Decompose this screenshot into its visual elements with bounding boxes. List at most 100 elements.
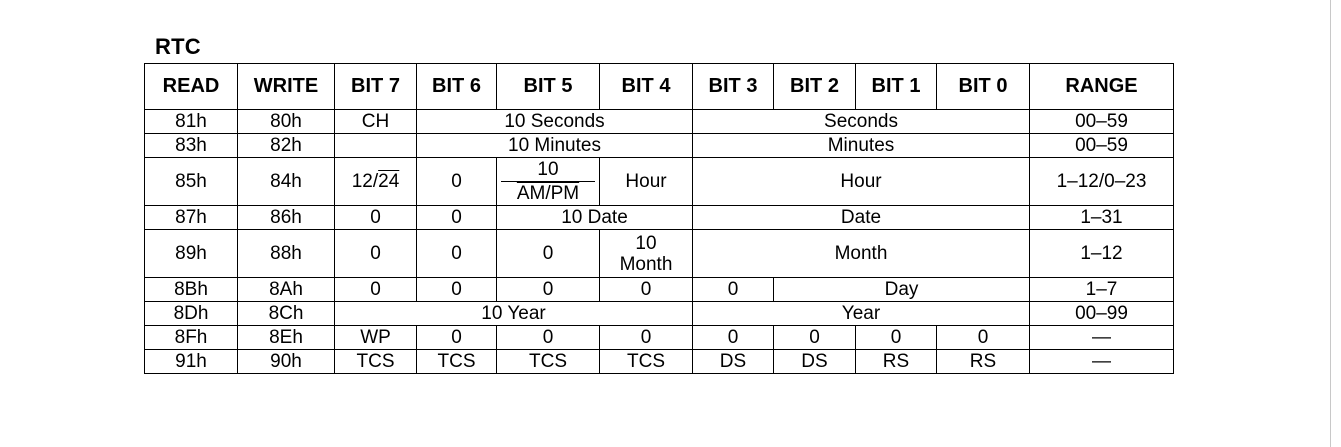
header-cell: BIT 3: [692, 63, 774, 110]
read-address: 87h: [144, 205, 238, 230]
bit-cell: 0: [334, 205, 417, 230]
header-cell: BIT 7: [334, 63, 417, 110]
bit-cell: 0: [416, 205, 497, 230]
ampm-stack: 10 AM/PM: [501, 159, 595, 204]
header-cell: BIT 5: [496, 63, 600, 110]
range-cell: 00–59: [1029, 133, 1174, 158]
range-cell: 1–12: [1029, 229, 1174, 278]
mode-24-overlined: 24: [378, 171, 400, 192]
bit-cell-ampm: 10 AM/PM: [496, 157, 600, 206]
bit-cell: DS: [773, 349, 856, 374]
bit-cell: 0: [416, 229, 497, 278]
header-cell: BIT 1: [855, 63, 937, 110]
bit-field: Year: [692, 301, 1030, 326]
header-cell: WRITE: [237, 63, 335, 110]
rtc-register-table: READ WRITE BIT 7 BIT 6 BIT 5 BIT 4 BIT 3…: [144, 63, 1174, 374]
read-address: 83h: [144, 133, 238, 158]
bit-cell: 0: [334, 229, 417, 278]
read-address: 91h: [144, 349, 238, 374]
bit-cell: 0: [773, 325, 856, 350]
read-address: 81h: [144, 109, 238, 134]
write-address: 88h: [237, 229, 335, 278]
month-line-2: Month: [619, 253, 673, 275]
bit-cell: RS: [855, 349, 937, 374]
bit-cell: 0: [599, 277, 693, 302]
mode-prefix: 12/: [351, 171, 379, 192]
bit-field: 10 Year: [334, 301, 693, 326]
write-address: 8Ah: [237, 277, 335, 302]
write-address: 8Eh: [237, 325, 335, 350]
bit-field: Hour: [692, 157, 1030, 206]
table-row: 8Fh 8Eh WP 0 0 0 0 0 0 0 —: [144, 325, 1174, 350]
bit-cell: 0: [496, 229, 600, 278]
bit-cell: TCS: [334, 349, 417, 374]
bit-cell: 0: [416, 157, 497, 206]
bit-cell: RS: [936, 349, 1030, 374]
header-cell: BIT 4: [599, 63, 693, 110]
ampm-bottom: AM/PM: [516, 183, 580, 204]
range-cell: 1–31: [1029, 205, 1174, 230]
bit-field: Date: [692, 205, 1030, 230]
month-line-1: 10: [635, 232, 657, 254]
ampm-top: 10: [501, 159, 595, 182]
read-address: 8Fh: [144, 325, 238, 350]
read-address: 8Dh: [144, 301, 238, 326]
bit-field: 10 Minutes: [416, 133, 693, 158]
write-address: 86h: [237, 205, 335, 230]
bit-cell: 0: [416, 277, 497, 302]
bit-cell: 0: [855, 325, 937, 350]
bit-field: 10 Date: [496, 205, 693, 230]
month-stack: 10 Month: [620, 233, 673, 275]
range-cell: 00–99: [1029, 301, 1174, 326]
bit-cell: TCS: [416, 349, 497, 374]
table-row: 91h 90h TCS TCS TCS TCS DS DS RS RS —: [144, 349, 1174, 374]
bit-cell: 0: [496, 325, 600, 350]
bit-cell: 0: [496, 277, 600, 302]
bit-cell-12-24: 12/24: [334, 157, 417, 206]
table-row: 8Bh 8Ah 0 0 0 0 0 Day 1–7: [144, 277, 1174, 302]
header-cell: BIT 2: [773, 63, 856, 110]
bit-cell: 0: [334, 277, 417, 302]
read-address: 85h: [144, 157, 238, 206]
bit-cell: WP: [334, 325, 417, 350]
header-cell: RANGE: [1029, 63, 1174, 110]
table-row: 89h 88h 0 0 0 10 Month Month 1–12: [144, 229, 1174, 278]
bit-cell: 0: [692, 277, 774, 302]
write-address: 90h: [237, 349, 335, 374]
range-cell: —: [1029, 325, 1174, 350]
bit-cell-10-month: 10 Month: [599, 229, 693, 278]
read-address: 89h: [144, 229, 238, 278]
bit-cell: DS: [692, 349, 774, 374]
range-cell: —: [1029, 349, 1174, 374]
write-address: 82h: [237, 133, 335, 158]
table-row: 8Dh 8Ch 10 Year Year 00–99: [144, 301, 1174, 326]
bit-cell: 0: [599, 325, 693, 350]
table-row: 87h 86h 0 0 10 Date Date 1–31: [144, 205, 1174, 230]
bit-cell: 0: [936, 325, 1030, 350]
header-cell: BIT 0: [936, 63, 1030, 110]
write-address: 8Ch: [237, 301, 335, 326]
write-address: 84h: [237, 157, 335, 206]
bit-field: Seconds: [692, 109, 1030, 134]
bit-field: Day: [773, 277, 1030, 302]
bit-field: 10 Seconds: [416, 109, 693, 134]
bit-cell: CH: [334, 109, 417, 134]
header-row: READ WRITE BIT 7 BIT 6 BIT 5 BIT 4 BIT 3…: [144, 63, 1174, 110]
bit-cell: TCS: [496, 349, 600, 374]
bit-cell: TCS: [599, 349, 693, 374]
range-cell: 1–12/0–23: [1029, 157, 1174, 206]
range-cell: 1–7: [1029, 277, 1174, 302]
bit-field: Month: [692, 229, 1030, 278]
bit-cell: [334, 133, 417, 158]
bit-field: Minutes: [692, 133, 1030, 158]
table-row: 81h 80h CH 10 Seconds Seconds 00–59: [144, 109, 1174, 134]
table-row: 83h 82h 10 Minutes Minutes 00–59: [144, 133, 1174, 158]
table-title: RTC: [155, 34, 201, 59]
bit-cell: 0: [692, 325, 774, 350]
header-cell: READ: [144, 63, 238, 110]
range-cell: 00–59: [1029, 109, 1174, 134]
table-row: 85h 84h 12/24 0 10 AM/PM Hour Hour 1–12/…: [144, 157, 1174, 206]
write-address: 80h: [237, 109, 335, 134]
bit-cell: Hour: [599, 157, 693, 206]
header-cell: BIT 6: [416, 63, 497, 110]
